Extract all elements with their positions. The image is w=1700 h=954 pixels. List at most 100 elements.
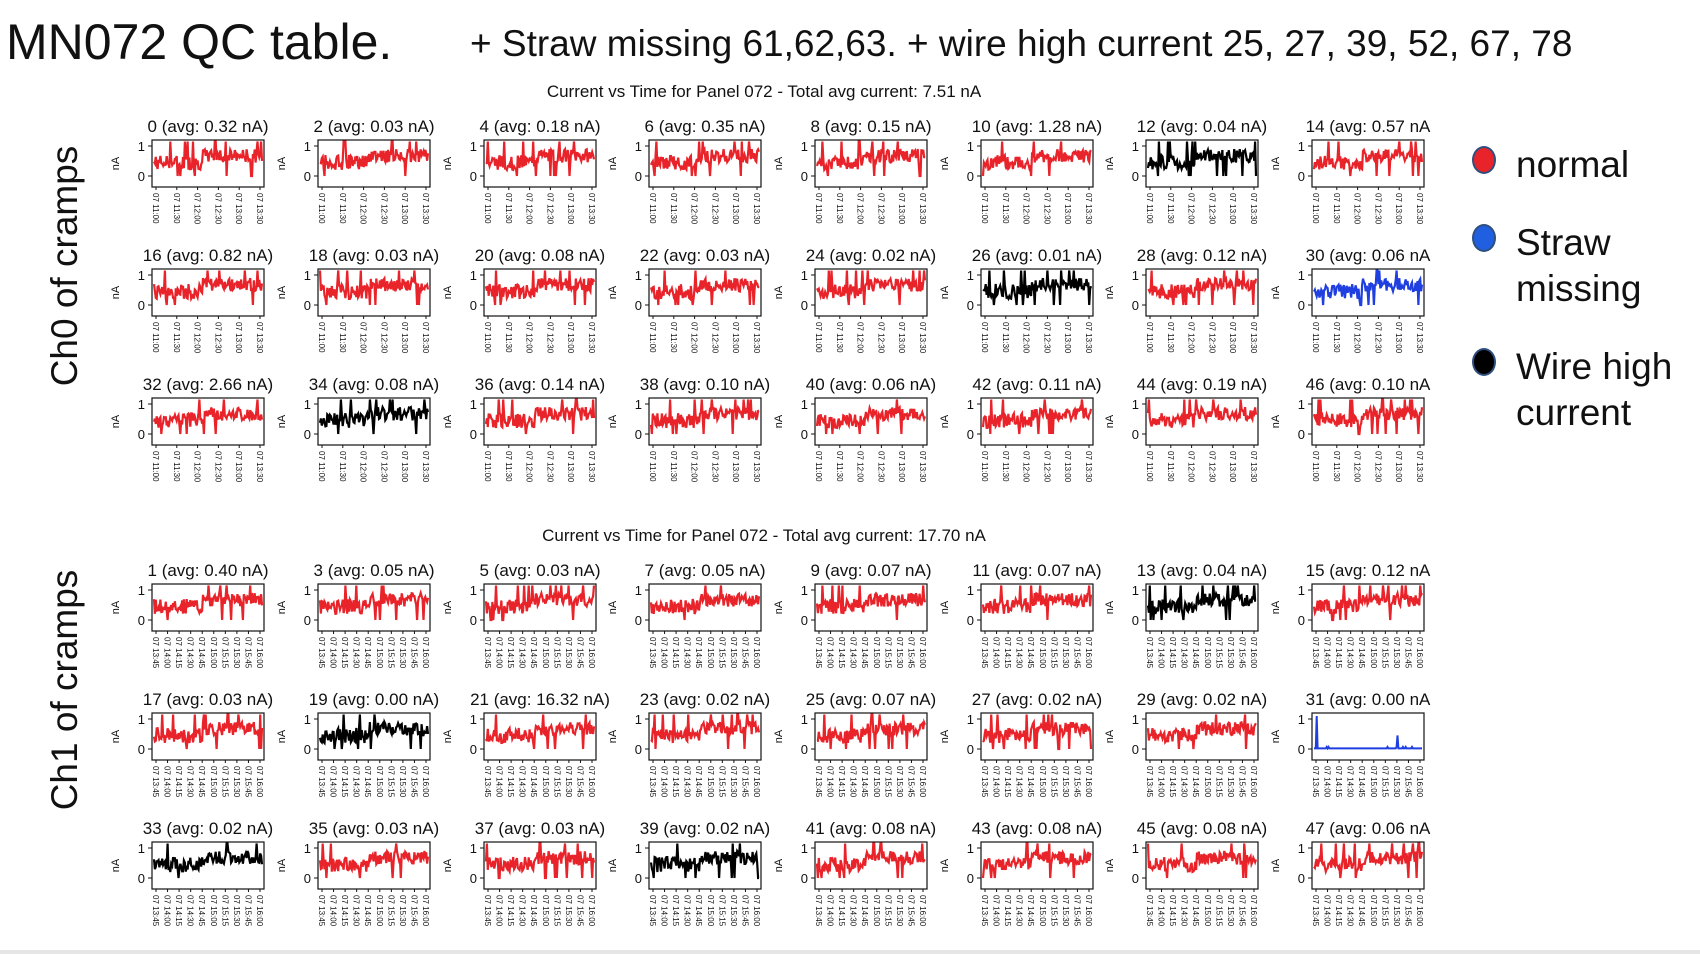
- y-axis-label: nA: [939, 600, 951, 614]
- y-tick-label: 1: [470, 841, 477, 856]
- x-tick-label: 07 11:30: [172, 322, 181, 353]
- x-tick-label: 07 16:00: [1249, 895, 1258, 927]
- y-tick-label: 0: [801, 613, 808, 628]
- y-tick-label: 0: [967, 742, 974, 757]
- subplot: 26 (avg: 0.01 nA) nA 1 0 07 11:00 07 11:30 07 …: [939, 246, 1102, 354]
- x-tick-label: 07 14:15: [1168, 766, 1177, 798]
- series-line: [816, 713, 927, 750]
- x-tick-label: 07 14:00: [660, 895, 669, 927]
- y-tick-label: 0: [470, 613, 477, 628]
- chart-group-0: Current vs Time for Panel 072 - Total av…: [110, 82, 1431, 483]
- x-tick-label: 07 11:00: [814, 322, 823, 353]
- subplot-title: 1 (avg: 0.40 nA): [148, 561, 269, 580]
- x-tick-label: 07 11:30: [1001, 451, 1010, 482]
- x-tick-label: 07 15:00: [1203, 895, 1212, 927]
- x-tick-label: 07 14:00: [660, 766, 669, 798]
- x-tick-label: 07 13:30: [1415, 193, 1424, 225]
- x-tick-label: 07 15:15: [1049, 766, 1058, 798]
- plot-frame: [151, 583, 265, 632]
- x-tick-label: 07 12:00: [525, 451, 534, 483]
- subplot-title: 11 (avg: 0.07 nA): [972, 561, 1101, 580]
- x-tick-label: 07 15:30: [564, 766, 573, 798]
- y-tick-label: 0: [1132, 298, 1139, 313]
- x-tick-label: 07 16:00: [421, 895, 430, 927]
- subplot-title: 38 (avg: 0.10 nA): [640, 375, 770, 394]
- x-tick-label: 07 13:30: [752, 322, 761, 354]
- x-tick-label: 07 13:45: [648, 766, 657, 798]
- x-tick-label: 07 15:45: [740, 637, 749, 669]
- x-tick-label: 07 12:00: [690, 322, 699, 354]
- series-line: [650, 713, 761, 750]
- x-tick-label: 07 13:45: [317, 766, 326, 798]
- x-tick-label: 07 15:00: [541, 766, 550, 798]
- plot-frame: [814, 583, 928, 632]
- x-tick-label: 07 12:30: [1373, 193, 1382, 225]
- x-tick-label: 07 12:30: [710, 451, 719, 483]
- x-tick-label: 07 12:30: [876, 322, 885, 354]
- x-tick-label: 07 13:45: [151, 895, 160, 927]
- plot-frame: [648, 841, 762, 890]
- y-axis-label: nA: [773, 414, 785, 428]
- y-axis-label: nA: [939, 729, 951, 743]
- x-tick-label: 07 11:30: [504, 322, 513, 353]
- y-axis-label: nA: [939, 156, 951, 170]
- x-tick-label: 07 12:00: [1353, 322, 1362, 354]
- series-line: [815, 140, 926, 178]
- divider: [0, 950, 1700, 954]
- subplot-title: 23 (avg: 0.02 nA): [640, 690, 770, 709]
- x-tick-label: 07 12:30: [1373, 322, 1382, 354]
- series-line: [152, 713, 264, 750]
- y-tick-label: 1: [1298, 397, 1305, 412]
- x-tick-label: 07 13:30: [587, 322, 596, 354]
- y-axis-label: nA: [607, 414, 619, 428]
- x-tick-label: 07 16:00: [752, 766, 761, 798]
- plot-frame: [1145, 712, 1259, 761]
- x-tick-label: 07 16:00: [1415, 637, 1424, 669]
- x-tick-label: 07 15:45: [243, 895, 252, 927]
- subplot-title: 47 (avg: 0.06 nA: [1306, 819, 1431, 838]
- subplot-title: 24 (avg: 0.02 nA): [806, 246, 936, 265]
- series-line: [485, 141, 596, 177]
- x-tick-label: 07 12:00: [1353, 451, 1362, 483]
- x-tick-label: 07 13:45: [483, 895, 492, 927]
- y-tick-label: 0: [1298, 298, 1305, 313]
- x-tick-label: 07 11:30: [669, 193, 678, 224]
- y-tick-label: 0: [138, 427, 145, 442]
- y-tick-label: 0: [1132, 613, 1139, 628]
- x-tick-label: 07 16:00: [918, 637, 927, 669]
- x-tick-label: 07 12:30: [1207, 322, 1216, 354]
- x-tick-label: 07 11:30: [1332, 322, 1341, 353]
- x-tick-label: 07 11:30: [1166, 193, 1175, 224]
- y-tick-label: 1: [635, 841, 642, 856]
- plot-frame: [1311, 583, 1425, 632]
- series-line: [1312, 398, 1424, 436]
- x-tick-label: 07 15:00: [1203, 766, 1212, 798]
- subplot: 28 (avg: 0.12 nA) nA 1 0 07 11:00 07 11:30 07 …: [1104, 246, 1267, 354]
- x-tick-label: 07 15:15: [1049, 895, 1058, 927]
- x-tick-label: 07 15:30: [1392, 637, 1401, 669]
- x-tick-label: 07 11:00: [317, 193, 326, 224]
- subplot: 20 (avg: 0.08 nA) nA 1 0 07 11:00 07 11:30 07 …: [442, 246, 605, 354]
- y-tick-label: 1: [1298, 139, 1305, 154]
- x-tick-label: 07 16:00: [1249, 637, 1258, 669]
- subplot-title: 3 (avg: 0.05 nA): [314, 561, 435, 580]
- x-tick-label: 07 15:15: [386, 637, 395, 669]
- x-tick-label: 07 14:15: [1003, 895, 1012, 927]
- x-tick-label: 07 14:30: [186, 766, 195, 798]
- x-tick-label: 07 11:00: [814, 193, 823, 224]
- subplot-title: 40 (avg: 0.06 nA): [806, 375, 936, 394]
- x-tick-label: 07 11:00: [1311, 451, 1320, 482]
- x-tick-label: 07 14:30: [186, 895, 195, 927]
- x-tick-label: 07 15:45: [575, 766, 584, 798]
- x-tick-label: 07 15:45: [409, 766, 418, 798]
- x-tick-label: 07 15:15: [1049, 637, 1058, 669]
- x-tick-label: 07 14:30: [1180, 637, 1189, 669]
- y-tick-label: 0: [470, 298, 477, 313]
- plot-frame: [648, 583, 762, 632]
- x-tick-label: 07 13:45: [648, 637, 657, 669]
- series-line: [1312, 585, 1423, 622]
- legend-label-wire-high-current: Wire high current: [1516, 346, 1673, 433]
